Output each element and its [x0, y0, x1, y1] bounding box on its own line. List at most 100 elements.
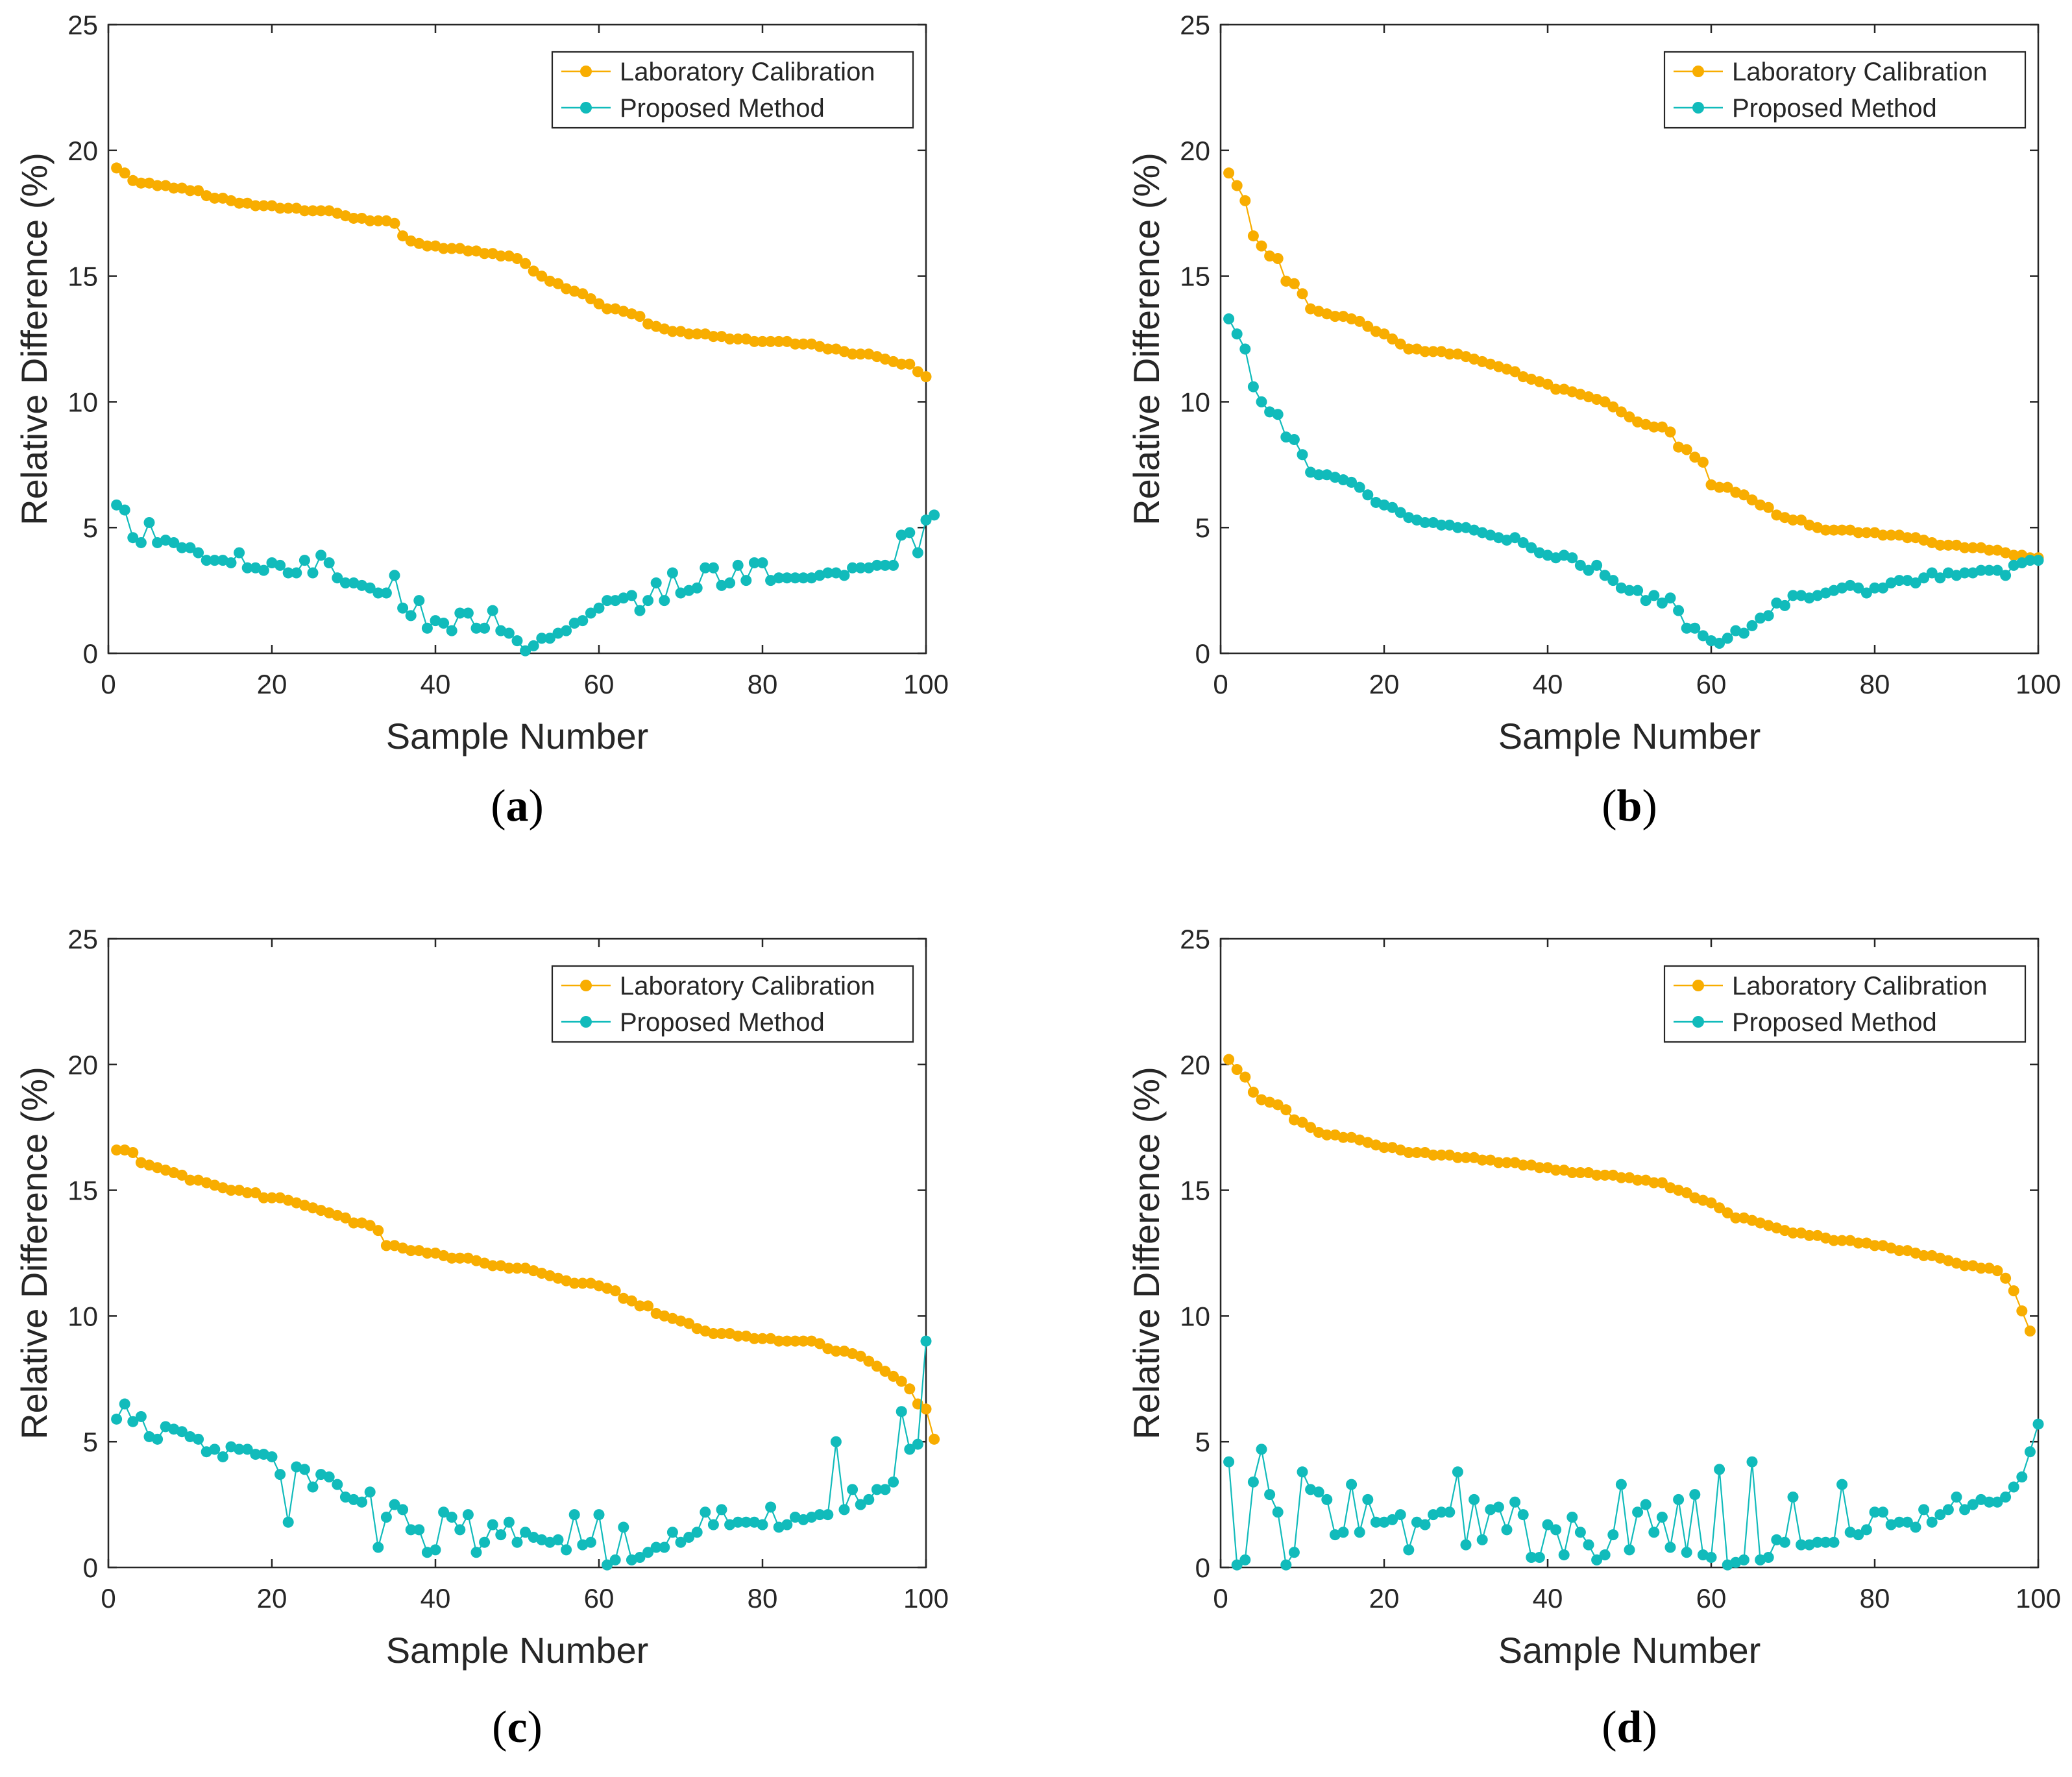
data-point [1493, 1157, 1504, 1168]
x-tick-label: 20 [257, 669, 287, 699]
legend: Laboratory Calibration Proposed Method [1663, 965, 2027, 1043]
data-point [1746, 494, 1758, 506]
caption-close-paren: ) [1642, 1702, 1657, 1752]
caption-close-paren: ) [529, 781, 544, 831]
x-tick-label: 80 [748, 669, 778, 699]
data-point [1428, 346, 1439, 357]
data-point [1959, 567, 1971, 579]
data-point [879, 1366, 891, 1377]
data-point [748, 557, 760, 568]
data-point [1574, 559, 1586, 571]
x-tick-label: 60 [584, 1583, 615, 1614]
data-point [1542, 378, 1554, 390]
data-point [1403, 343, 1415, 355]
caption-open-paren: ( [492, 1702, 507, 1752]
data-point [1746, 620, 1758, 631]
data-point [495, 1529, 507, 1541]
data-point [1444, 1506, 1456, 1518]
data-point [650, 1541, 662, 1553]
data-point [511, 252, 523, 264]
data-point [111, 499, 123, 511]
caption-open-paren: ( [1602, 781, 1616, 831]
y-tick-label: 5 [1195, 513, 1210, 543]
data-point [258, 200, 269, 212]
legend-label: Proposed Method [620, 1008, 825, 1037]
data-point [1722, 481, 1733, 493]
data-point [855, 348, 866, 360]
data-point [1615, 406, 1627, 418]
data-point [1869, 582, 1881, 594]
data-point [2032, 555, 2044, 566]
series-laboratory-calibration [1223, 1054, 2036, 1337]
x-tick-label: 60 [1696, 669, 1727, 699]
data-point [111, 1144, 123, 1156]
data-point [487, 1260, 498, 1272]
data-point [479, 248, 491, 260]
data-point [282, 202, 294, 214]
data-point [446, 625, 457, 636]
data-point [1329, 311, 1341, 322]
data-point [871, 1360, 883, 1372]
chart-panel-b: 0 20 40 60 80 100 0 5 10 15 20 25 Sample Number Relat… [1126, 10, 2061, 831]
y-tick-label: 5 [83, 513, 98, 543]
data-point [1231, 180, 1243, 191]
data-point [773, 572, 785, 584]
data-point [323, 1471, 335, 1482]
y-tick-label: 0 [1195, 1553, 1210, 1583]
data-point [250, 200, 262, 212]
data-point [1853, 527, 1864, 538]
data-point [1354, 1527, 1365, 1538]
data-point [1697, 456, 1709, 468]
data-point [659, 1541, 670, 1553]
data-point [1452, 522, 1463, 533]
data-point [1599, 1549, 1611, 1561]
data-point [1853, 1237, 1864, 1249]
data-point [348, 1217, 360, 1229]
data-point [487, 1519, 498, 1530]
data-point [732, 559, 744, 571]
data-point [135, 537, 147, 548]
data-point [1673, 605, 1685, 616]
legend-item: Laboratory Calibration [561, 58, 875, 86]
data-point [274, 1469, 286, 1481]
data-point [119, 167, 130, 179]
data-point [822, 343, 834, 355]
data-point [1272, 252, 1284, 264]
data-point [1853, 582, 1864, 594]
legend-item: Laboratory Calibration [561, 972, 875, 1000]
data-point [2000, 570, 2012, 581]
data-point [1836, 1479, 1848, 1490]
data-point [234, 1444, 245, 1455]
data-point [1722, 633, 1733, 644]
data-point [1313, 469, 1324, 481]
data-point [184, 542, 196, 553]
legend-swatch-marker [1692, 1016, 1704, 1028]
data-point [585, 1536, 596, 1548]
x-tick-label: 0 [101, 669, 116, 699]
data-point [1812, 1536, 1823, 1548]
data-point [1239, 195, 1251, 206]
data-point [1673, 1493, 1685, 1505]
data-point [732, 1516, 744, 1528]
x-axis-title: Sample Number [1498, 1630, 1761, 1671]
data-point [666, 567, 678, 579]
data-point [536, 633, 548, 644]
data-point [127, 532, 139, 544]
data-point [1934, 1509, 1946, 1521]
data-point [528, 640, 539, 651]
data-point [1828, 1235, 1840, 1246]
legend-label: Laboratory Calibration [1732, 972, 1988, 1000]
data-point [380, 1511, 392, 1523]
plot-frame [1219, 23, 2040, 655]
data-point [274, 202, 286, 214]
data-point [544, 633, 555, 644]
caption-letter: c [507, 1702, 527, 1752]
data-point [1730, 1212, 1742, 1224]
x-axis-title: Sample Number [1498, 716, 1761, 756]
data-point [896, 358, 907, 370]
data-point [1509, 366, 1521, 378]
data-point [789, 572, 801, 584]
data-point [372, 1225, 384, 1237]
data-point [1959, 1504, 1971, 1516]
